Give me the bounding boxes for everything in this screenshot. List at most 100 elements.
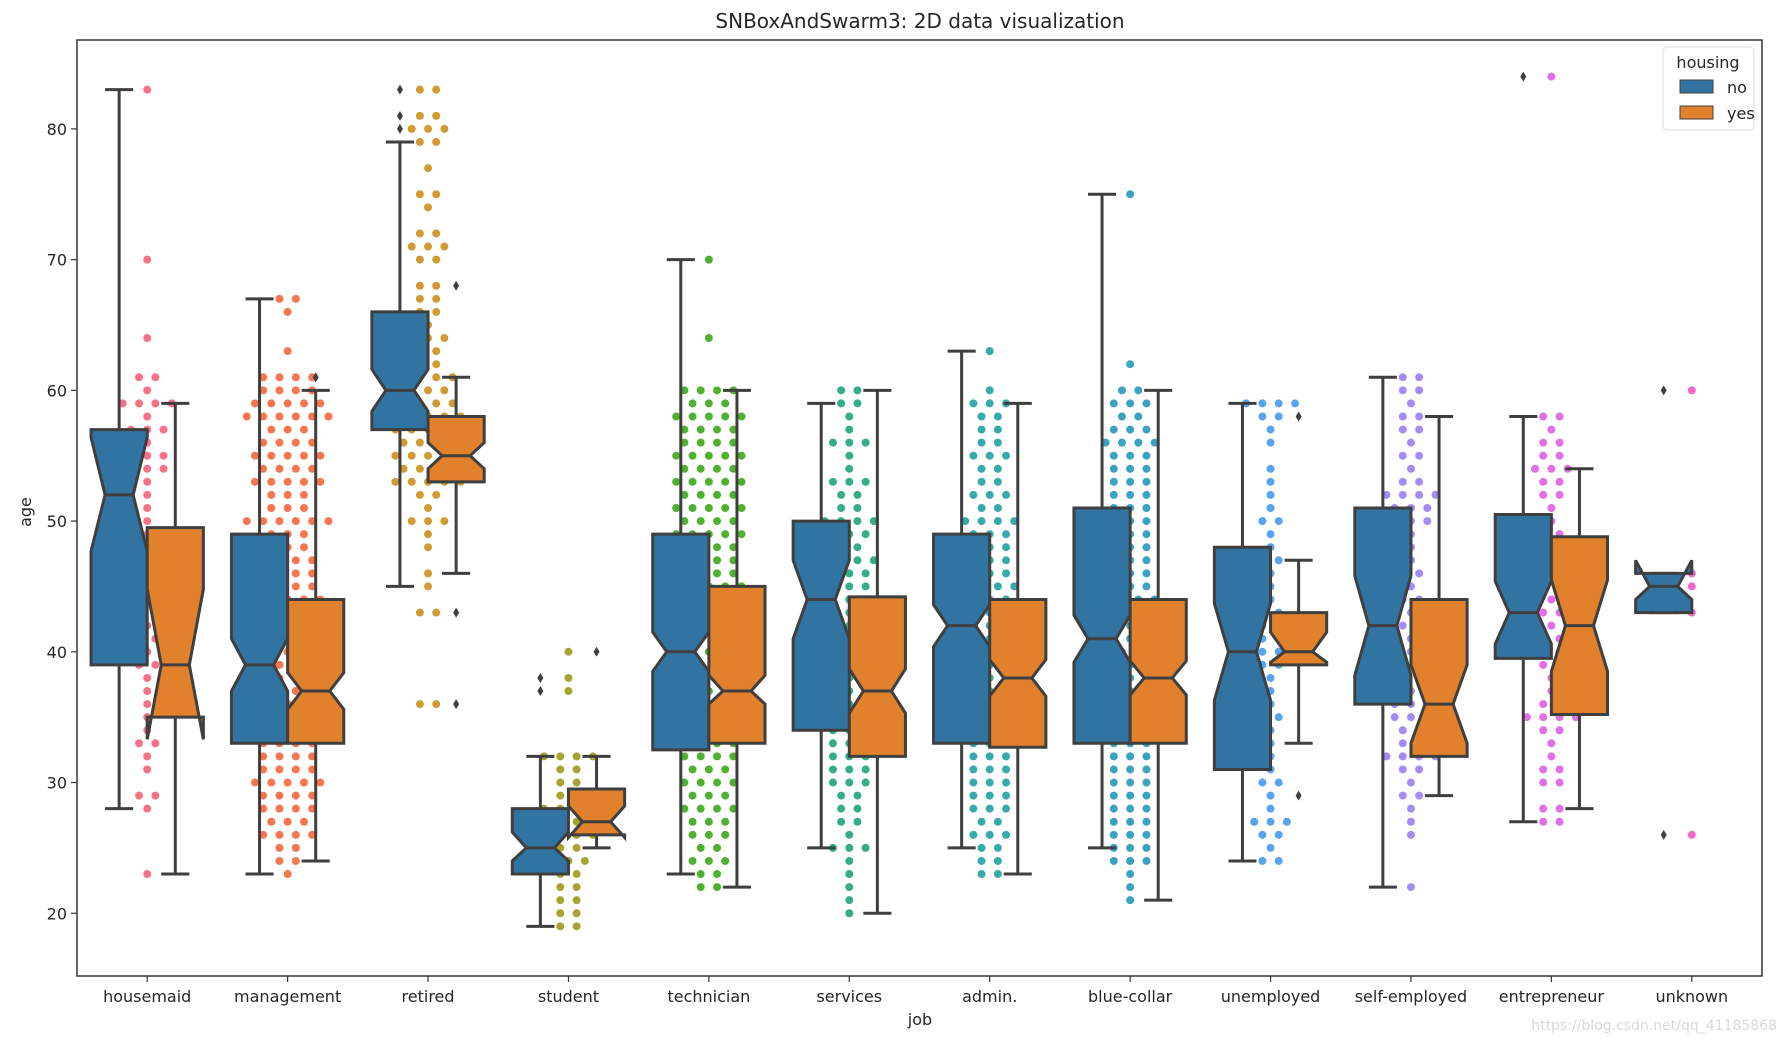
swarm-point (1266, 804, 1275, 813)
box-body (1128, 598, 1188, 745)
swarm-point (291, 830, 300, 839)
swarm-point (135, 791, 144, 800)
swarm-point (415, 229, 424, 238)
swarm-point (135, 399, 144, 408)
x-tick-label: retired (402, 987, 455, 1006)
outlier-marker (453, 699, 460, 710)
swarm-point (135, 373, 144, 382)
swarm-point (424, 124, 433, 133)
outlier-marker (1295, 790, 1302, 801)
swarm-point (861, 477, 870, 486)
swarm-point (861, 569, 870, 578)
swarm-point (704, 817, 713, 826)
swarm-point (1555, 778, 1564, 787)
swarm-point (721, 504, 730, 512)
swarm-point (1547, 425, 1556, 434)
swarm-point (1547, 504, 1556, 512)
swarm-point (1126, 490, 1135, 499)
swarm-point (696, 517, 705, 526)
box-body (1493, 513, 1553, 660)
swarm-point (1547, 752, 1556, 761)
swarm-point (1398, 490, 1407, 499)
swarm-point (275, 856, 284, 865)
swarm-point (259, 830, 268, 839)
swarm-point (299, 477, 308, 486)
swarm-point (143, 687, 152, 696)
swarm-point (985, 347, 994, 356)
swarm-point (424, 164, 433, 173)
swarm-point (432, 373, 441, 382)
swarm-point (1398, 451, 1407, 460)
swarm-point (1258, 399, 1267, 408)
swarm-point (688, 817, 697, 826)
swarm-point (432, 294, 441, 303)
swarm-point (1142, 817, 1151, 826)
swarm-point (275, 830, 284, 839)
box-technician-no (651, 258, 711, 876)
swarm-point (275, 804, 284, 813)
swarm-point (151, 399, 160, 408)
swarm-point (845, 765, 854, 774)
swarm-point (432, 281, 441, 290)
swarm-point (299, 399, 308, 408)
swarm-point (415, 438, 424, 447)
x-tick-label: unknown (1655, 987, 1728, 1006)
swarm-point (1398, 425, 1407, 434)
swarm-point (159, 464, 168, 473)
swarm-point (713, 804, 722, 813)
swarm-point (407, 451, 416, 460)
swarm-point (283, 870, 292, 879)
swarm-point (432, 137, 441, 146)
box-self-employed-yes (1409, 414, 1469, 798)
swarm-point (308, 569, 317, 578)
swarm-point (407, 242, 416, 251)
swarm-point (432, 399, 441, 408)
swarm-point (985, 752, 994, 761)
swarm-point (283, 425, 292, 434)
swarm-point (729, 438, 738, 447)
swarm-point (993, 856, 1002, 865)
swarm-point (993, 504, 1002, 512)
swarm-point (680, 804, 689, 813)
swarm-point (672, 477, 681, 486)
swarm-point (250, 477, 259, 486)
swarm-point (143, 412, 152, 421)
swarm-point (424, 530, 433, 539)
swarm-point (845, 412, 854, 421)
legend-swatch-no (1679, 79, 1714, 94)
swarm-point (1398, 739, 1407, 748)
axes-frame (76, 39, 1763, 977)
box-entrepreneur-yes (1549, 467, 1610, 811)
box-self-employed-no (1353, 375, 1413, 889)
swarm-point (1398, 386, 1407, 395)
swarm-point (1274, 830, 1283, 839)
swarm-point (308, 412, 317, 421)
swarm-point (275, 752, 284, 761)
swarm-point (291, 294, 300, 303)
legend-label-yes: yes (1727, 104, 1755, 123)
swarm-point (721, 412, 730, 421)
swarm-point (837, 791, 846, 800)
swarm-point (316, 778, 325, 787)
swarm-point (1142, 556, 1151, 565)
swarm-point (729, 464, 738, 473)
swarm-point (316, 477, 325, 486)
swarm-point (869, 556, 878, 565)
swarm-point (704, 765, 713, 774)
swarm-point (308, 791, 317, 800)
swarm-point (704, 856, 713, 865)
swarm-point (680, 778, 689, 787)
swarm-point (985, 778, 994, 787)
outlier-marker (537, 686, 544, 697)
swarm-point (1415, 569, 1424, 578)
swarm-point (1142, 464, 1151, 473)
swarm-point (969, 490, 978, 499)
swarm-point (159, 451, 168, 460)
swarm-point (1142, 765, 1151, 774)
box-body (1072, 506, 1132, 745)
swarm-point (721, 477, 730, 486)
swarm-point (977, 843, 986, 852)
swarm-point (1002, 556, 1011, 565)
swarm-point (861, 438, 870, 447)
swarm-point (1274, 517, 1283, 526)
